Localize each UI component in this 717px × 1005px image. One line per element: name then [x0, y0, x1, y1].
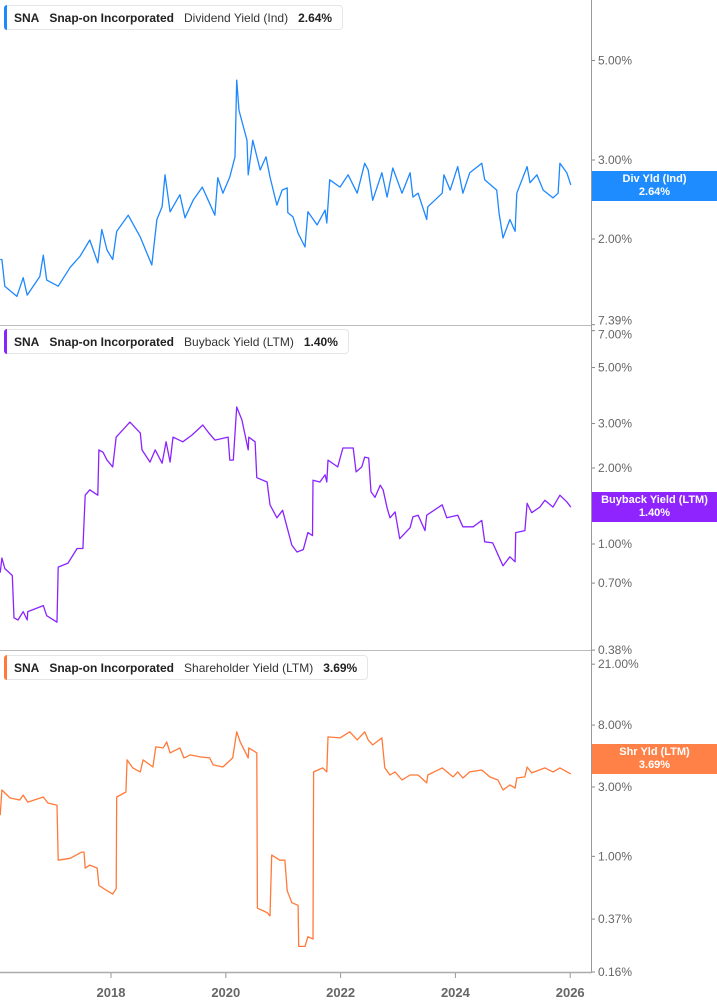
x-tick-label: 2018 — [97, 985, 126, 1000]
y-tick-label: 0.16% — [598, 965, 632, 979]
legend-value: 2.64% — [298, 10, 333, 25]
y-tick-label: 0.37% — [598, 912, 632, 926]
last-value-badge-buyback: Buyback Yield (LTM) 1.40% — [592, 492, 717, 522]
x-tick-label: 2024 — [441, 985, 471, 1000]
y-tick-label: 2.00% — [598, 461, 632, 475]
last-value-badge-shareholder: Shr Yld (LTM) 3.69% — [592, 744, 717, 774]
y-tick-label: 1.00% — [598, 537, 632, 551]
legend-shareholder-yield: SNA Snap-on Incorporated Shareholder Yie… — [4, 655, 369, 680]
legend-company: Snap-on Incorporated — [49, 660, 175, 675]
badge-label: Div Yld (Ind) — [622, 173, 687, 185]
y-tick-label: 7.39% — [598, 314, 632, 328]
legend-color-bar — [4, 329, 7, 354]
y-tick-label: 5.00% — [598, 53, 632, 67]
y-tick-label: 2.00% — [598, 232, 632, 246]
legend-value: 3.69% — [323, 660, 358, 675]
badge-label: Buyback Yield (LTM) — [601, 494, 708, 506]
badge-value: 2.64% — [638, 186, 671, 198]
y-tick-label: 3.00% — [598, 780, 632, 794]
x-tick-label: 2022 — [326, 985, 355, 1000]
badge-label: Shr Yld (LTM) — [619, 746, 690, 758]
legend-metric: Dividend Yield (Ind) — [184, 10, 289, 25]
y-tick-label: 5.00% — [598, 361, 632, 375]
y-tick-label: 8.00% — [598, 718, 632, 732]
legend-color-bar — [4, 655, 7, 680]
y-tick-label: 21.00% — [598, 657, 639, 671]
legend-ticker: SNA — [14, 660, 40, 675]
badge-value: 1.40% — [638, 507, 671, 519]
y-tick-label: 0.70% — [598, 576, 632, 590]
dividend-yield-line — [0, 79, 572, 298]
legend-ticker: SNA — [14, 10, 40, 25]
y-tick-label: 0.38% — [598, 643, 632, 657]
legend-buyback-yield: SNA Snap-on Incorporated Buyback Yield (… — [4, 329, 349, 354]
last-value-badge-dividend: Div Yld (Ind) 2.64% — [592, 171, 717, 201]
y-tick-label: 3.00% — [598, 417, 632, 431]
legend-color-bar — [4, 5, 7, 30]
legend-value: 1.40% — [303, 334, 338, 349]
legend-dividend-yield: SNA Snap-on Incorporated Dividend Yield … — [4, 5, 344, 30]
buyback-yield-line — [0, 406, 572, 623]
y-tick-label: 7.00% — [598, 328, 632, 342]
y-tick-label: 1.00% — [598, 849, 632, 863]
y-tick-label: 3.00% — [598, 153, 632, 167]
shareholder-yield-line — [0, 731, 572, 948]
legend-metric: Shareholder Yield (LTM) — [184, 660, 314, 675]
x-tick-label: 2026 — [556, 985, 585, 1000]
badge-value: 3.69% — [638, 759, 671, 771]
legend-company: Snap-on Incorporated — [49, 334, 175, 349]
x-tick-label: 2020 — [211, 985, 240, 1000]
legend-ticker: SNA — [14, 334, 40, 349]
legend-company: Snap-on Incorporated — [49, 10, 175, 25]
legend-metric: Buyback Yield (LTM) — [184, 334, 294, 349]
